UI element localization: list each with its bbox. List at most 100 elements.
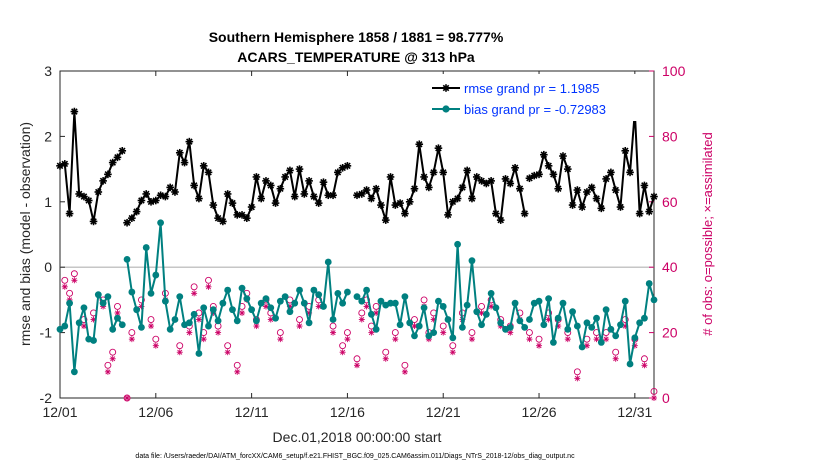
- bias-point: [171, 316, 179, 323]
- obs-assimilated-marker: [176, 349, 183, 356]
- bias-point: [564, 325, 572, 333]
- rmse-point: [449, 198, 457, 206]
- y-axis-label: rmse and bias (model - observation): [17, 122, 33, 346]
- bias-point: [559, 299, 567, 307]
- obs-assimilated-marker: [612, 355, 619, 362]
- bias-point: [545, 295, 553, 302]
- obs-assimilated-marker: [224, 349, 231, 356]
- rmse-point: [549, 170, 558, 179]
- bias-point: [310, 286, 318, 294]
- bias-point: [363, 286, 370, 294]
- bias-point: [569, 308, 576, 316]
- bias-point: [90, 337, 97, 344]
- rmse-point: [439, 168, 448, 177]
- y-right-tick-label: 0: [662, 390, 670, 406]
- bias-point: [166, 325, 174, 333]
- x-tick-label: 12/16: [330, 404, 365, 420]
- bias-point: [487, 289, 495, 297]
- rmse-point: [396, 199, 404, 207]
- bias-point: [593, 314, 600, 322]
- x-tick-label: 12/11: [235, 404, 269, 420]
- rmse-point: [281, 173, 289, 181]
- x-tick-label: 12/01: [42, 404, 77, 420]
- rmse-point: [602, 175, 610, 183]
- x-tick-label: 12/06: [138, 404, 173, 420]
- bias-point: [506, 323, 514, 331]
- obs-assimilated-marker: [71, 277, 78, 284]
- obs-assimilated-marker: [344, 336, 351, 343]
- bias-point: [641, 314, 648, 322]
- rmse-point: [286, 166, 294, 175]
- rmse-point: [568, 201, 577, 209]
- legend-rmse-marker: [442, 84, 450, 92]
- bias-point: [209, 306, 217, 314]
- obs-assimilated-marker: [363, 303, 370, 310]
- rmse-point: [434, 144, 443, 152]
- bias-point: [391, 299, 399, 307]
- y-tick-label: -2: [40, 390, 53, 406]
- obs-possible-marker: [224, 342, 232, 350]
- rmse-point: [482, 179, 491, 188]
- y-tick-label: 0: [44, 259, 52, 275]
- rmse-point: [104, 170, 112, 179]
- bias-point: [554, 314, 562, 322]
- rmse-point: [492, 209, 500, 218]
- obs-possible-marker: [640, 355, 648, 363]
- rmse-point: [362, 186, 371, 194]
- obs-possible-marker: [128, 329, 136, 337]
- rmse-point: [621, 146, 630, 155]
- bias-point: [253, 317, 260, 325]
- bias-point: [224, 286, 232, 294]
- bias-point: [602, 306, 610, 314]
- rmse-point: [204, 168, 213, 177]
- bias-point: [99, 299, 107, 307]
- rmse-point: [329, 191, 337, 200]
- bias-point: [315, 291, 323, 299]
- x-axis: 12/01 12/06 12/11 12/16 12/21 12/26 12/31: [42, 71, 653, 420]
- bias-point: [439, 303, 447, 310]
- bias-point: [492, 304, 500, 312]
- bias-point: [70, 368, 78, 376]
- bias-point: [157, 219, 164, 227]
- bias-point: [324, 258, 332, 266]
- bias-point: [463, 301, 471, 309]
- bias-point: [138, 323, 145, 331]
- rmse-point: [128, 214, 136, 222]
- y-right-tick-label: 80: [662, 128, 678, 144]
- rmse-point: [118, 146, 127, 155]
- bias-point: [578, 343, 586, 351]
- bias-point: [588, 323, 596, 331]
- rmse-point: [463, 166, 471, 175]
- chart-title-line1: Southern Hemisphere 1858 / 1881 = 98.777…: [209, 29, 504, 45]
- obs-assimilated-marker: [651, 395, 657, 401]
- y-axis-right-label: # of obs: o=possible; ×=assimilated: [700, 132, 715, 335]
- obs-possible-marker: [70, 270, 78, 278]
- rmse-point: [559, 152, 567, 160]
- obs-assimilated-marker: [109, 355, 116, 362]
- obs-assimilated-marker: [148, 323, 155, 330]
- obs-assimilated-marker: [296, 323, 303, 330]
- rmse-point: [190, 181, 198, 190]
- rmse-point: [223, 190, 232, 198]
- rmse-point: [429, 168, 438, 177]
- legend-rmse-label: rmse grand pr = 1.1985: [464, 81, 600, 96]
- obs-possible-marker: [573, 368, 581, 376]
- rmse-point: [367, 194, 376, 203]
- rmse-point: [540, 150, 548, 159]
- bias-point: [161, 297, 169, 305]
- bias-point: [281, 293, 289, 301]
- rmse-point: [501, 175, 510, 183]
- bias-point: [583, 319, 591, 327]
- obs-possible-marker: [449, 342, 457, 350]
- obs-assimilated-marker: [277, 336, 284, 343]
- bias-point: [526, 316, 533, 323]
- obs-assimilated-marker: [593, 336, 600, 343]
- rmse-point: [161, 192, 170, 201]
- obs-assimilated-marker: [239, 309, 246, 316]
- rmse-point: [607, 168, 615, 177]
- bias-point: [631, 334, 639, 342]
- bias-point: [454, 240, 461, 248]
- rmse-point: [611, 186, 620, 194]
- rmse-point: [60, 160, 69, 168]
- rmse-point: [415, 140, 424, 149]
